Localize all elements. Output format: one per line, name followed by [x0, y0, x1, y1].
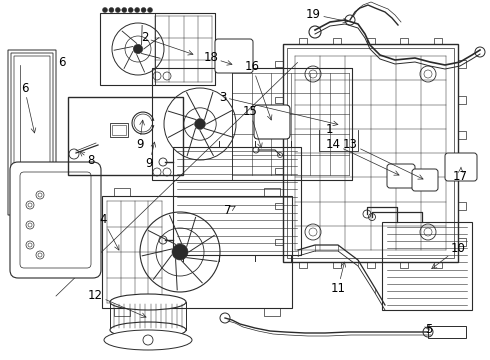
Bar: [367, 262, 374, 268]
Bar: [68, 97, 183, 175]
Ellipse shape: [110, 322, 186, 338]
Circle shape: [102, 8, 107, 13]
Bar: [287, 48, 454, 258]
FancyBboxPatch shape: [20, 172, 91, 268]
FancyBboxPatch shape: [412, 169, 438, 191]
Text: 9: 9: [146, 142, 156, 170]
Bar: [458, 96, 466, 104]
FancyBboxPatch shape: [254, 105, 290, 139]
Text: 8: 8: [80, 151, 95, 167]
Text: 11: 11: [331, 262, 345, 294]
Circle shape: [122, 8, 127, 13]
Text: 17: 17: [453, 167, 468, 183]
Bar: [264, 188, 280, 196]
Bar: [299, 262, 307, 268]
Text: 6: 6: [58, 56, 66, 69]
Circle shape: [133, 44, 143, 54]
Bar: [275, 132, 283, 138]
Bar: [232, 68, 352, 180]
Bar: [400, 38, 408, 44]
Bar: [100, 13, 215, 85]
Circle shape: [115, 8, 121, 13]
Bar: [367, 38, 374, 44]
Circle shape: [109, 8, 114, 13]
Bar: [110, 123, 128, 137]
Text: 7: 7: [224, 204, 235, 217]
Bar: [434, 262, 442, 268]
Ellipse shape: [110, 294, 186, 310]
Text: 14: 14: [326, 138, 399, 175]
Circle shape: [268, 126, 270, 129]
FancyBboxPatch shape: [14, 56, 50, 209]
Bar: [458, 167, 466, 175]
Bar: [333, 262, 341, 268]
Circle shape: [135, 8, 140, 13]
Bar: [102, 196, 292, 308]
Ellipse shape: [104, 330, 192, 350]
Circle shape: [195, 118, 205, 129]
Bar: [114, 188, 130, 196]
Circle shape: [141, 8, 146, 13]
Text: 5: 5: [425, 323, 433, 336]
Bar: [275, 61, 283, 67]
Text: 4: 4: [99, 213, 119, 250]
Circle shape: [273, 126, 276, 129]
Bar: [400, 262, 408, 268]
FancyBboxPatch shape: [10, 162, 101, 278]
Bar: [458, 60, 466, 68]
Bar: [264, 308, 280, 316]
Bar: [152, 68, 352, 180]
Bar: [434, 38, 442, 44]
Bar: [333, 38, 341, 44]
Text: 12: 12: [88, 289, 146, 318]
Bar: [428, 326, 466, 338]
Text: 6: 6: [21, 82, 36, 133]
FancyBboxPatch shape: [8, 50, 56, 215]
FancyBboxPatch shape: [215, 39, 253, 73]
Bar: [275, 168, 283, 174]
Bar: [275, 239, 283, 245]
Bar: [458, 131, 466, 139]
Text: 15: 15: [243, 105, 262, 148]
Text: 2: 2: [141, 31, 193, 55]
Bar: [110, 302, 186, 330]
Text: 13: 13: [343, 138, 423, 179]
Text: 16: 16: [245, 60, 272, 120]
Text: 19: 19: [306, 8, 348, 23]
Bar: [275, 203, 283, 210]
Circle shape: [265, 121, 268, 123]
Bar: [458, 202, 466, 210]
Circle shape: [276, 121, 279, 123]
Text: 3: 3: [219, 91, 338, 126]
Bar: [155, 13, 215, 85]
Text: 10: 10: [432, 242, 466, 269]
Bar: [382, 222, 472, 310]
Text: 1: 1: [326, 123, 333, 136]
Text: 18: 18: [203, 51, 232, 65]
Bar: [299, 38, 307, 44]
Bar: [114, 308, 130, 316]
Circle shape: [147, 8, 152, 13]
Circle shape: [273, 115, 276, 118]
Bar: [173, 147, 301, 255]
Text: 9: 9: [136, 120, 145, 150]
FancyBboxPatch shape: [11, 53, 53, 212]
FancyBboxPatch shape: [387, 164, 415, 188]
Circle shape: [172, 244, 188, 260]
Bar: [112, 125, 126, 135]
Bar: [275, 96, 283, 103]
Bar: [458, 238, 466, 246]
Bar: [283, 44, 458, 262]
FancyBboxPatch shape: [445, 153, 477, 181]
Circle shape: [128, 8, 133, 13]
Circle shape: [268, 115, 270, 118]
